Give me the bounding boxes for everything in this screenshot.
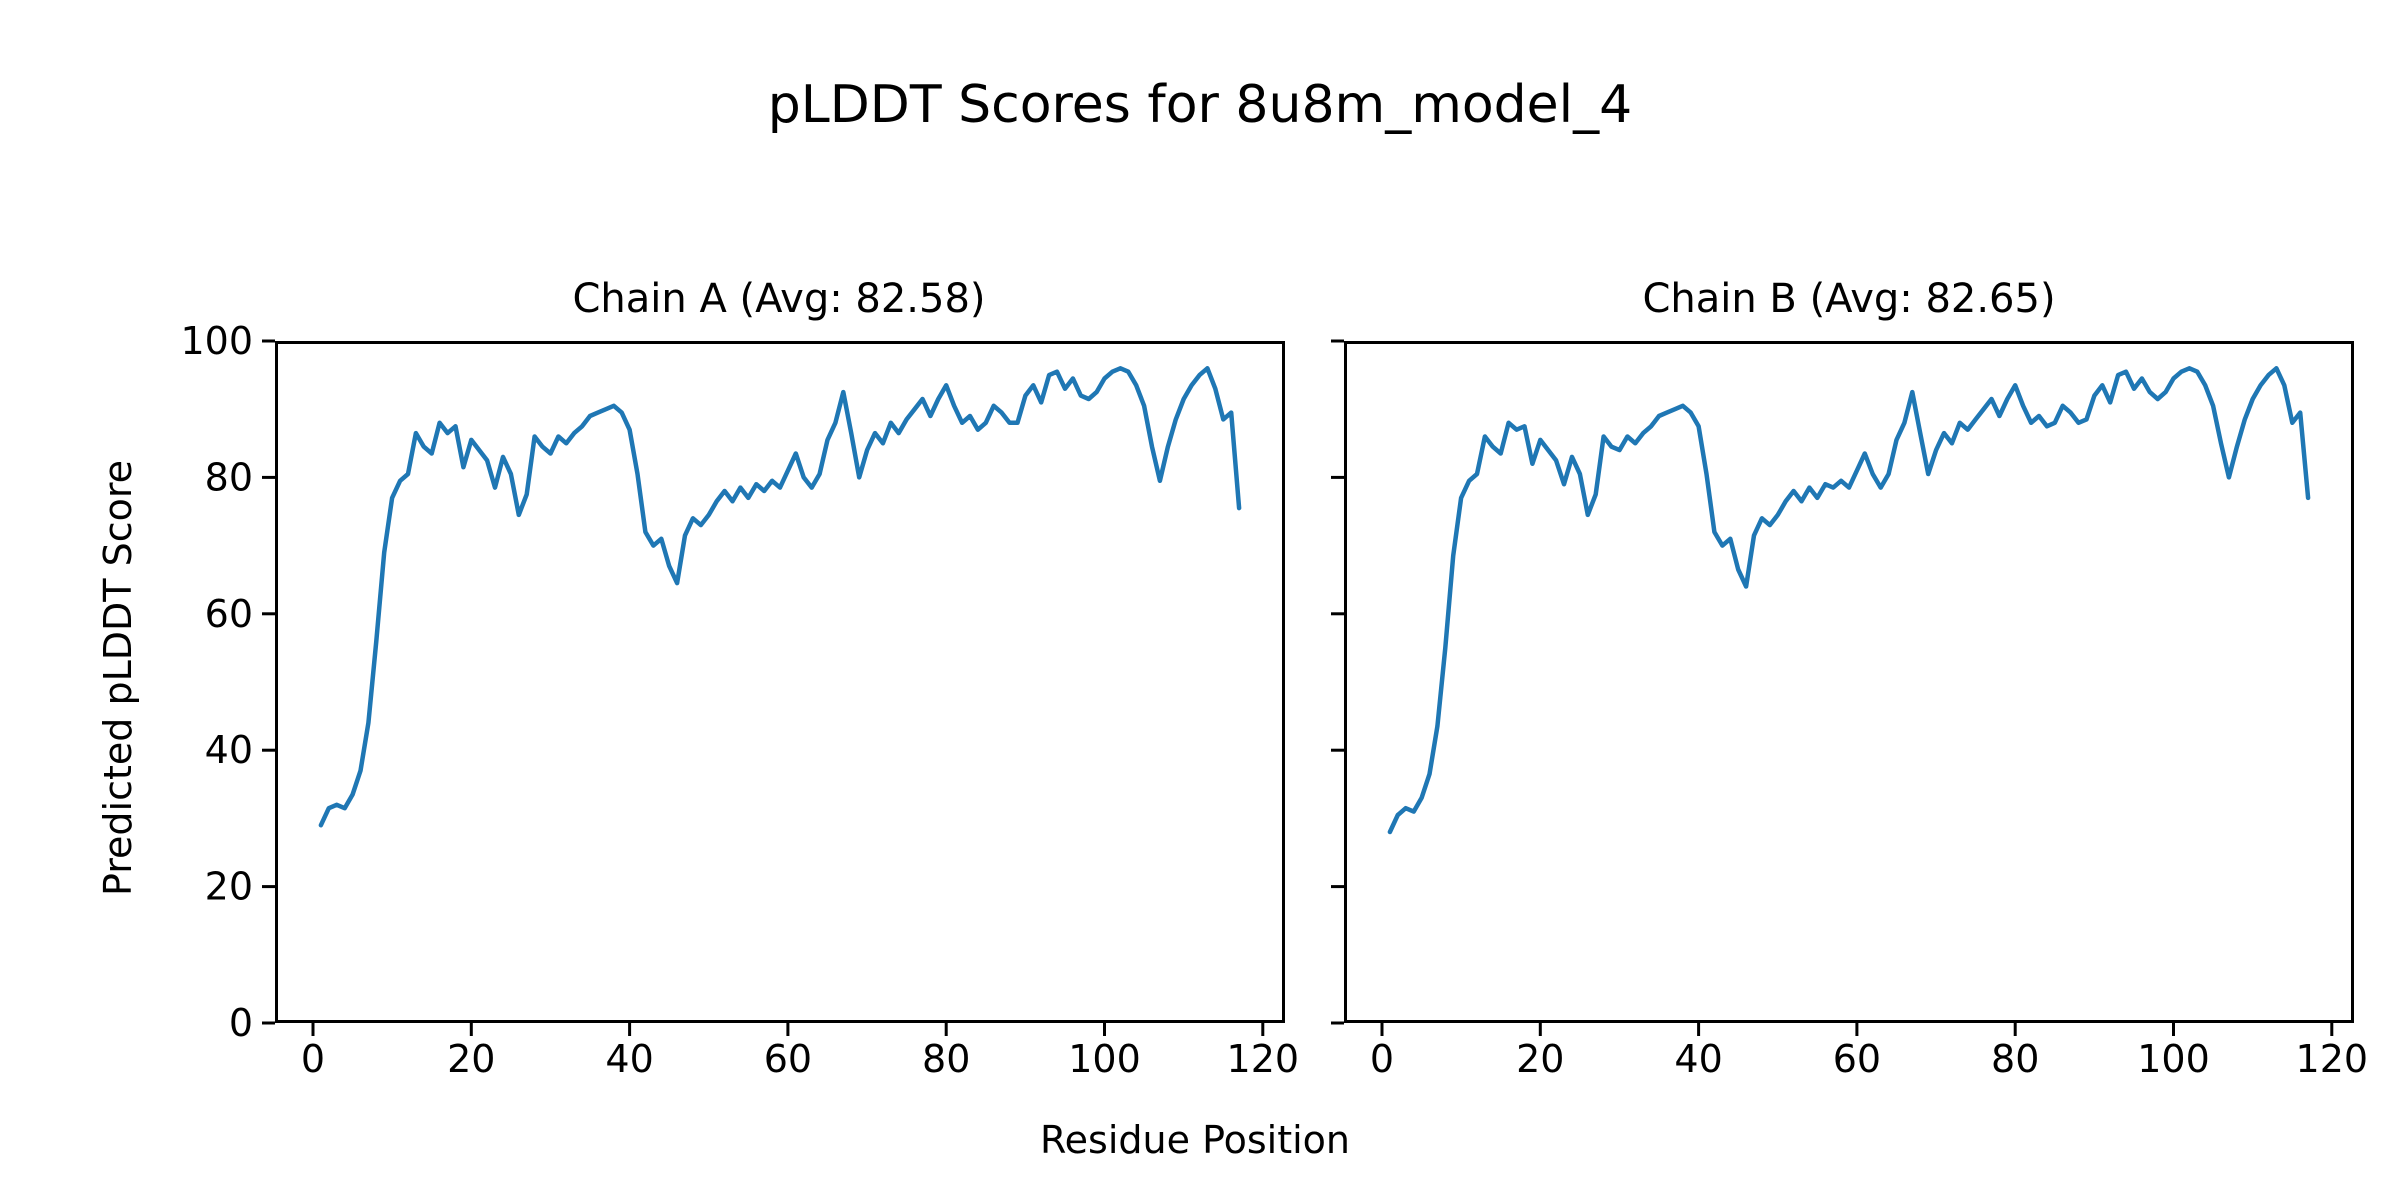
x-tick-label: 100 <box>1068 1037 1141 1081</box>
x-tick-label: 120 <box>1227 1037 1300 1081</box>
y-axis-label: Predicted pLDDT Score <box>96 460 140 896</box>
x-tick-label: 40 <box>1674 1037 1722 1081</box>
x-tick-label: 0 <box>1370 1037 1394 1081</box>
x-tick-label: 20 <box>1516 1037 1564 1081</box>
x-tick-label: 60 <box>764 1037 812 1081</box>
x-tick-label: 120 <box>2296 1037 2369 1081</box>
y-tick-label: 80 <box>205 455 253 499</box>
plddt-line <box>1387 366 2311 835</box>
y-tick-label: 40 <box>205 728 253 772</box>
chain-a-plot: 0 20 40 60 80 100 120 0 20 40 60 80 100 <box>180 319 1299 1081</box>
x-tick-label: 80 <box>1991 1037 2039 1081</box>
x-tick-label: 40 <box>605 1037 653 1081</box>
x-tick-label: 100 <box>2137 1037 2210 1081</box>
axes-frame <box>275 341 1285 1023</box>
x-tick-label: 80 <box>922 1037 970 1081</box>
y-tick-label: 20 <box>205 865 253 909</box>
x-axis-label: Residue Position <box>1039 1118 1351 1162</box>
x-tick-label: 20 <box>447 1037 495 1081</box>
plddt-line <box>318 366 1242 828</box>
figure-title: pLDDT Scores for 8u8m_model_4 <box>767 75 1633 135</box>
chain-b-plot: 0 20 40 60 80 100 120 <box>1331 339 2368 1081</box>
x-tick-label: 60 <box>1833 1037 1881 1081</box>
x-tick-label: 0 <box>301 1037 325 1081</box>
y-tick-label: 0 <box>229 1001 253 1045</box>
axes-frame <box>1344 341 2354 1023</box>
y-tick-label: 100 <box>180 319 253 363</box>
y-tick-label: 60 <box>205 592 253 636</box>
subplot-title-chain-b: Chain B (Avg: 82.65) <box>1642 276 2056 322</box>
subplot-title-chain-a: Chain A (Avg: 82.58) <box>572 276 986 322</box>
